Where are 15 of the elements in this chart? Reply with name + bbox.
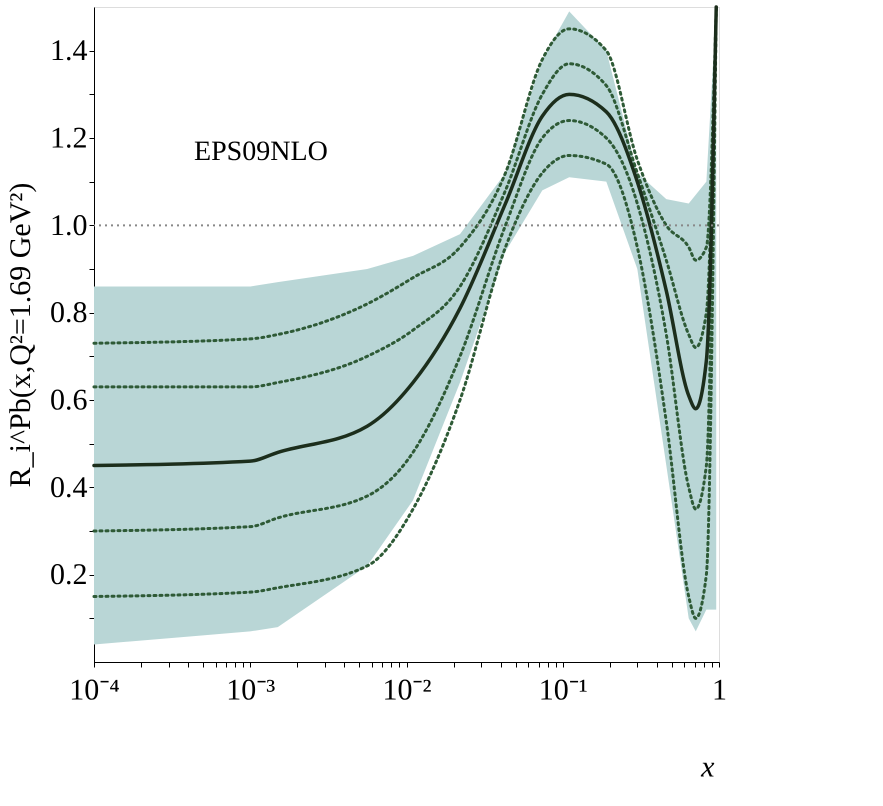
x-tick-label: 10⁻⁴ [69,674,120,706]
y-tick-label: 0.4 [50,470,88,504]
y-tick-label: 0.8 [50,296,88,330]
x-tick-label: 1 [712,674,727,706]
x-tick-label: 10⁻¹ [538,674,588,706]
y-tick-label: 1.2 [50,122,88,154]
x-axis-title: x [700,750,716,784]
x-tick-label: 10⁻³ [226,674,276,706]
y-axis-title: R_i^Pb(x,Q²=1.69 GeV²) [4,182,37,488]
y-tick-label: 1.0 [50,208,88,242]
y-tick-label: 0.6 [50,384,88,416]
annotation: EPS09NLO [194,136,328,167]
y-tick-label: 0.2 [50,558,88,592]
y-tick-label: 1.4 [50,34,88,68]
x-tick-label: 10⁻² [382,674,432,706]
